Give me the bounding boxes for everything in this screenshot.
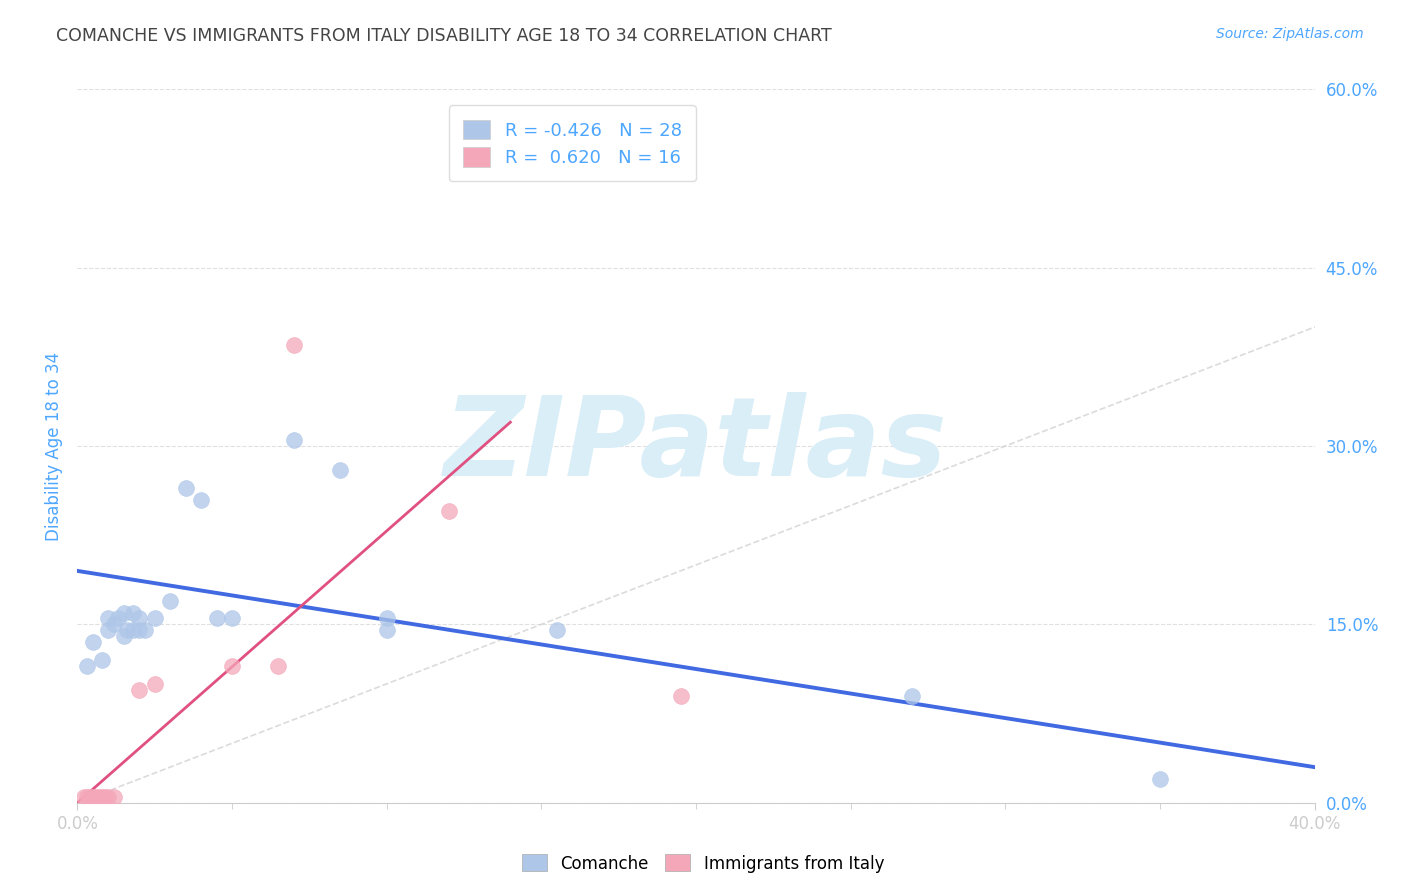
Point xyxy=(76,789,98,804)
Point xyxy=(82,789,104,804)
Point xyxy=(115,624,138,638)
Text: ZIPatlas: ZIPatlas xyxy=(444,392,948,500)
Point xyxy=(143,611,166,625)
Point xyxy=(143,677,166,691)
Point xyxy=(375,611,398,625)
Point xyxy=(79,789,101,804)
Point xyxy=(221,611,243,625)
Point xyxy=(112,629,135,643)
Point xyxy=(84,789,107,804)
Point xyxy=(174,481,197,495)
Point xyxy=(221,659,243,673)
Point xyxy=(107,611,129,625)
Point xyxy=(375,624,398,638)
Point xyxy=(1149,772,1171,786)
Point xyxy=(76,659,98,673)
Point xyxy=(205,611,228,625)
Point xyxy=(112,606,135,620)
Point xyxy=(122,624,145,638)
Point xyxy=(546,624,568,638)
Point xyxy=(103,617,125,632)
Point xyxy=(94,789,117,804)
Point xyxy=(122,606,145,620)
Point xyxy=(329,463,352,477)
Point xyxy=(87,789,110,804)
Point xyxy=(97,624,120,638)
Point xyxy=(134,624,156,638)
Point xyxy=(128,624,150,638)
Point xyxy=(72,789,94,804)
Point xyxy=(91,653,114,667)
Point xyxy=(283,433,305,447)
Point xyxy=(91,789,114,804)
Y-axis label: Disability Age 18 to 34: Disability Age 18 to 34 xyxy=(45,351,63,541)
Text: Source: ZipAtlas.com: Source: ZipAtlas.com xyxy=(1216,27,1364,41)
Point xyxy=(159,593,181,607)
Point xyxy=(128,682,150,697)
Point xyxy=(901,689,924,703)
Point xyxy=(267,659,290,673)
Legend: Comanche, Immigrants from Italy: Comanche, Immigrants from Italy xyxy=(515,847,891,880)
Point xyxy=(128,611,150,625)
Point xyxy=(283,338,305,352)
Point xyxy=(97,611,120,625)
Point xyxy=(437,504,460,518)
Point xyxy=(669,689,692,703)
Point xyxy=(82,635,104,649)
Point xyxy=(190,492,212,507)
Point xyxy=(103,789,125,804)
Legend: R = -0.426   N = 28, R =  0.620   N = 16: R = -0.426 N = 28, R = 0.620 N = 16 xyxy=(449,105,696,181)
Point xyxy=(97,789,120,804)
Text: COMANCHE VS IMMIGRANTS FROM ITALY DISABILITY AGE 18 TO 34 CORRELATION CHART: COMANCHE VS IMMIGRANTS FROM ITALY DISABI… xyxy=(56,27,832,45)
